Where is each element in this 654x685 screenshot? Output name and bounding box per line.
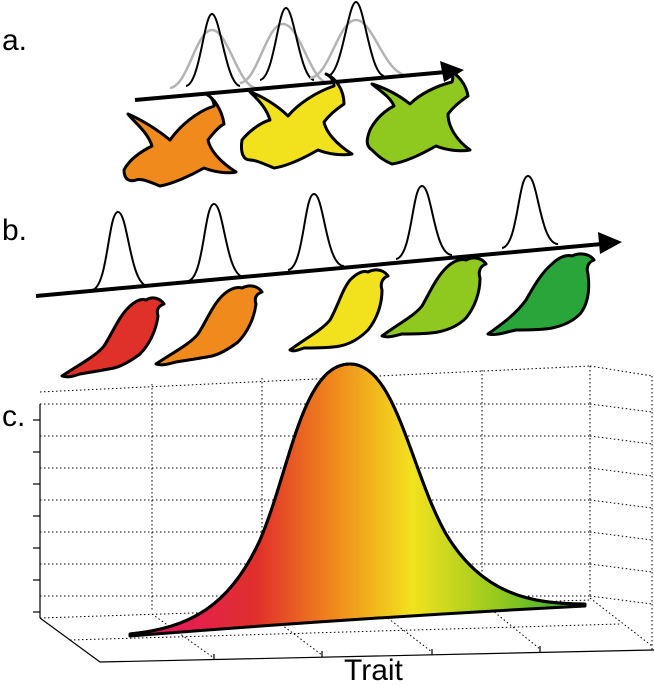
panel-c-3d-frame — [33, 404, 654, 663]
panel-c-curve-outline — [129, 362, 586, 636]
panel-a-label: a. — [2, 24, 27, 57]
panel-a-bird-1 — [122, 92, 238, 188]
panel-b-arrow — [35, 232, 622, 298]
panel-b-peak-5 — [501, 174, 559, 249]
panel-b-peak-2 — [187, 202, 245, 282]
panel-a-bird-3 — [365, 68, 472, 166]
panel-c-x-axis-label: Trait — [344, 654, 404, 685]
panel-a-bird-2 — [240, 72, 354, 170]
panel-b-peak-3 — [287, 192, 345, 271]
panel-c-distribution — [128, 362, 587, 638]
panel-a-peak-grey-1 — [169, 28, 257, 90]
panel-a-distributions — [169, 0, 411, 90]
panel-b-label: b. — [2, 214, 27, 247]
panel-b-peak-1 — [91, 210, 149, 291]
panel-a-peak-grey-3 — [309, 18, 411, 80]
panel-b-bird-3 — [288, 268, 390, 353]
panel-a-peak-black-3 — [327, 0, 385, 77]
panel-a-peak-black-2 — [259, 6, 315, 81]
panel-c-x-ticks — [213, 646, 541, 660]
panel-c-label: c. — [2, 400, 25, 433]
panel-b-peak-4 — [395, 184, 453, 260]
panel-a-peak-black-1 — [185, 12, 241, 87]
panel-b-bird-2 — [154, 284, 264, 367]
panel-b-bird-4 — [380, 256, 488, 339]
panel-b-bird-1 — [60, 296, 166, 379]
panel-a-arrow — [134, 61, 464, 102]
panel-a-peak-grey-2 — [239, 22, 329, 85]
panel-c-y-ticks — [33, 419, 40, 613]
panel-b-bird-5 — [486, 252, 596, 336]
panel-b-distributions — [91, 174, 559, 291]
